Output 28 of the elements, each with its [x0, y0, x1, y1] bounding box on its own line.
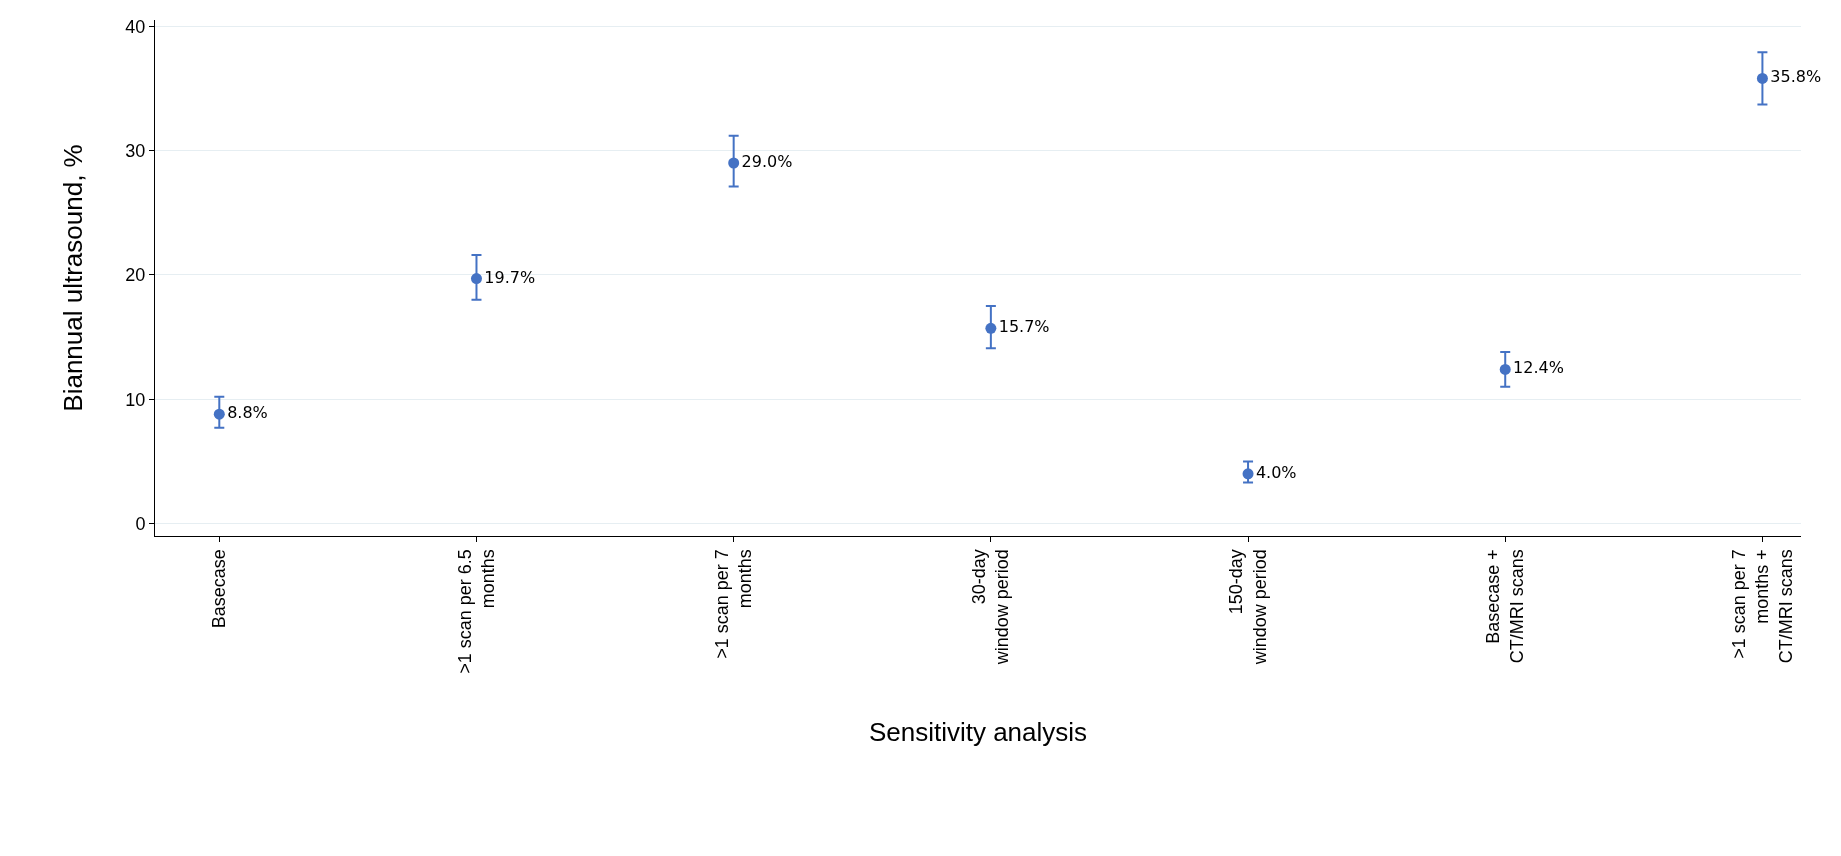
data-label: 29.0% [741, 151, 793, 171]
y-axis-title: Biannual ultrasound, % [57, 144, 88, 412]
x-tick-label: Basecase + CT/MRI scans [1483, 549, 1527, 664]
x-tick-label: >1 scan per 7 months [711, 549, 756, 659]
y-tick-label: 30 [125, 140, 146, 161]
data-label: 4.0% [1255, 462, 1297, 482]
x-tick-label: >1 scan per 7 months + CT/MRI scans [1728, 549, 1796, 664]
x-tick-label: 150-day window period [1226, 549, 1270, 666]
point [1499, 363, 1511, 375]
data-label: 15.7% [998, 317, 1050, 337]
x-tick-label: >1 scan per 6.5 months [454, 549, 499, 674]
y-tick-label: 10 [125, 389, 146, 410]
point [213, 408, 225, 420]
point [470, 273, 482, 285]
x-axis-title: Sensitivity analysis [868, 717, 1088, 748]
point [985, 322, 997, 334]
point [1242, 468, 1254, 480]
y-tick-label: 20 [125, 265, 146, 286]
y-tick-label: 40 [125, 16, 146, 37]
x-tick-label: 30-day window period [969, 549, 1013, 666]
x-tick-label: Basecase [209, 549, 230, 629]
data-label: 12.4% [1513, 358, 1564, 378]
y-tick-label: 0 [135, 513, 146, 534]
data-label: 35.8% [1770, 67, 1822, 87]
point [1756, 72, 1768, 84]
data-label: 19.7% [484, 267, 536, 287]
point [728, 157, 740, 169]
data-label: 8.8% [227, 403, 268, 423]
